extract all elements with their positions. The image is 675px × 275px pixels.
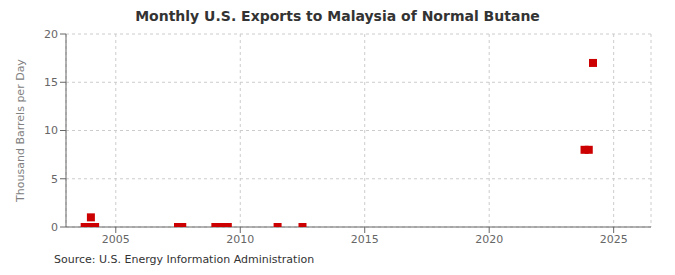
svg-text:20: 20 — [44, 28, 58, 41]
svg-text:5: 5 — [51, 173, 58, 186]
svg-text:15: 15 — [44, 76, 58, 89]
svg-text:2010: 2010 — [226, 233, 254, 246]
svg-text:10: 10 — [44, 124, 58, 137]
svg-text:Thousand Barrels per Day: Thousand Barrels per Day — [14, 59, 27, 203]
svg-text:2025: 2025 — [600, 233, 628, 246]
svg-text:2015: 2015 — [351, 233, 379, 246]
svg-text:2020: 2020 — [475, 233, 503, 246]
html-text:Monthly U.S. Exports to Malays: Monthly U.S. Exports to Malaysia of Norm… — [135, 8, 540, 24]
svg-text:0: 0 — [51, 221, 58, 234]
html-text:Source: U.S. Energy Informatio: Source: U.S. Energy Information Administ… — [54, 253, 315, 266]
svg-text:2005: 2005 — [102, 233, 130, 246]
